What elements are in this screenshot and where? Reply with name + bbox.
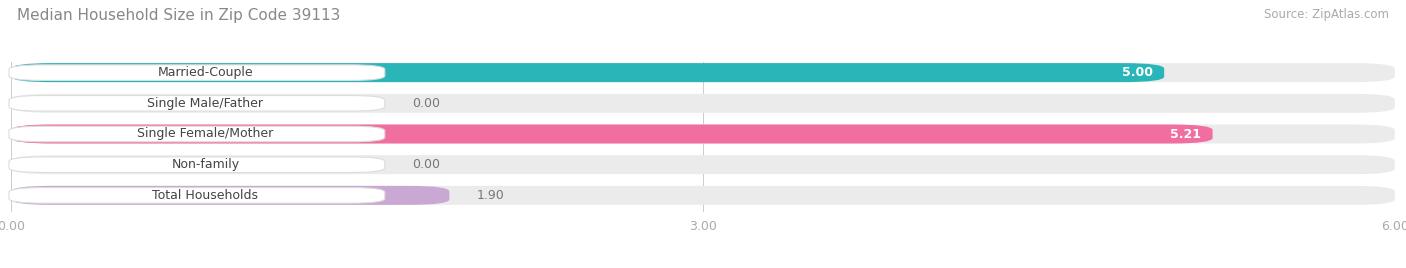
Text: Total Households: Total Households bbox=[152, 189, 259, 202]
Text: 1.90: 1.90 bbox=[477, 189, 505, 202]
FancyBboxPatch shape bbox=[11, 186, 450, 205]
FancyBboxPatch shape bbox=[11, 63, 1395, 82]
FancyBboxPatch shape bbox=[11, 63, 1164, 82]
FancyBboxPatch shape bbox=[8, 188, 385, 203]
Text: Married-Couple: Married-Couple bbox=[157, 66, 253, 79]
Text: Source: ZipAtlas.com: Source: ZipAtlas.com bbox=[1264, 8, 1389, 21]
FancyBboxPatch shape bbox=[8, 157, 385, 173]
Text: 0.00: 0.00 bbox=[412, 158, 440, 171]
Text: Non-family: Non-family bbox=[172, 158, 239, 171]
Text: Median Household Size in Zip Code 39113: Median Household Size in Zip Code 39113 bbox=[17, 8, 340, 23]
Text: 0.00: 0.00 bbox=[412, 97, 440, 110]
FancyBboxPatch shape bbox=[8, 95, 385, 111]
FancyBboxPatch shape bbox=[11, 94, 1395, 113]
Text: Single Male/Father: Single Male/Father bbox=[148, 97, 263, 110]
Text: 5.21: 5.21 bbox=[1170, 128, 1201, 140]
FancyBboxPatch shape bbox=[11, 125, 1395, 143]
Text: 5.00: 5.00 bbox=[1122, 66, 1153, 79]
FancyBboxPatch shape bbox=[11, 186, 1395, 205]
FancyBboxPatch shape bbox=[8, 65, 385, 80]
FancyBboxPatch shape bbox=[11, 125, 1212, 143]
FancyBboxPatch shape bbox=[11, 155, 1395, 174]
FancyBboxPatch shape bbox=[8, 126, 385, 142]
Text: Single Female/Mother: Single Female/Mother bbox=[138, 128, 274, 140]
